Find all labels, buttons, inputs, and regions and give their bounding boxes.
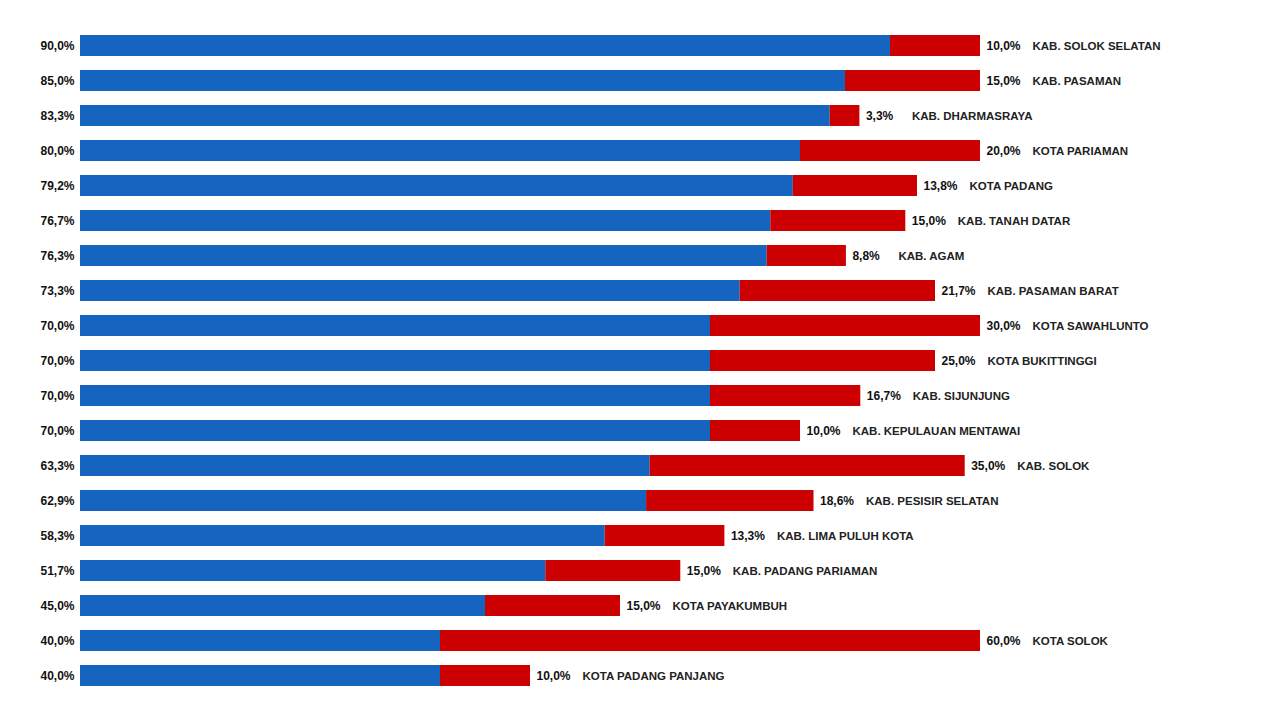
svg-text:25,0%: 25,0% bbox=[942, 354, 976, 368]
svg-text:KAB. LIMA PULUH KOTA: KAB. LIMA PULUH KOTA bbox=[777, 530, 914, 542]
svg-text:13,8%: 13,8% bbox=[924, 179, 958, 193]
svg-text:40,0%: 40,0% bbox=[40, 669, 74, 683]
svg-text:70,0%: 70,0% bbox=[40, 389, 74, 403]
svg-text:10,0%: 10,0% bbox=[537, 669, 571, 683]
svg-text:70,0%: 70,0% bbox=[40, 319, 74, 333]
svg-text:10,0%: 10,0% bbox=[987, 39, 1021, 53]
svg-text:KOTA PAYAKUMBUH: KOTA PAYAKUMBUH bbox=[673, 600, 788, 612]
svg-text:KAB. PESISIR SELATAN: KAB. PESISIR SELATAN bbox=[866, 495, 998, 507]
svg-text:KAB. TANAH DATAR: KAB. TANAH DATAR bbox=[958, 215, 1071, 227]
svg-text:45,0%: 45,0% bbox=[40, 599, 74, 613]
svg-text:20,0%: 20,0% bbox=[987, 144, 1021, 158]
svg-text:KOTA SAWAHLUNTO: KOTA SAWAHLUNTO bbox=[1033, 320, 1149, 332]
svg-text:76,7%: 76,7% bbox=[40, 214, 74, 228]
svg-text:15,0%: 15,0% bbox=[627, 599, 661, 613]
svg-text:KAB. DHARMASRAYA: KAB. DHARMASRAYA bbox=[912, 110, 1033, 122]
svg-text:21,7%: 21,7% bbox=[942, 284, 976, 298]
svg-text:15,0%: 15,0% bbox=[912, 214, 946, 228]
svg-text:KOTA PADANG: KOTA PADANG bbox=[970, 180, 1054, 192]
svg-text:KOTA SOLOK: KOTA SOLOK bbox=[1033, 635, 1109, 647]
svg-text:80,0%: 80,0% bbox=[40, 144, 74, 158]
svg-text:70,0%: 70,0% bbox=[40, 354, 74, 368]
svg-text:40,0%: 40,0% bbox=[40, 634, 74, 648]
svg-text:73,3%: 73,3% bbox=[40, 284, 74, 298]
svg-text:KAB. KEPULAUAN MENTAWAI: KAB. KEPULAUAN MENTAWAI bbox=[853, 425, 1021, 437]
svg-text:60,0%: 60,0% bbox=[987, 634, 1021, 648]
svg-text:13,3%: 13,3% bbox=[731, 529, 765, 543]
svg-text:63,3%: 63,3% bbox=[40, 459, 74, 473]
svg-text:KAB. PASAMAN: KAB. PASAMAN bbox=[1033, 75, 1122, 87]
svg-text:8,8%: 8,8% bbox=[852, 249, 880, 263]
svg-text:KOTA PADANG PANJANG: KOTA PADANG PANJANG bbox=[583, 670, 725, 682]
svg-text:30,0%: 30,0% bbox=[987, 319, 1021, 333]
svg-text:KOTA BUKITTINGGI: KOTA BUKITTINGGI bbox=[988, 355, 1097, 367]
svg-text:KOTA PARIAMAN: KOTA PARIAMAN bbox=[1033, 145, 1129, 157]
svg-text:10,0%: 10,0% bbox=[807, 424, 841, 438]
svg-text:90,0%: 90,0% bbox=[40, 39, 74, 53]
svg-text:70,0%: 70,0% bbox=[40, 424, 74, 438]
svg-text:58,3%: 58,3% bbox=[40, 529, 74, 543]
svg-text:83,3%: 83,3% bbox=[40, 109, 74, 123]
svg-text:51,7%: 51,7% bbox=[40, 564, 74, 578]
svg-text:KAB. AGAM: KAB. AGAM bbox=[898, 250, 964, 262]
svg-text:KAB. PADANG PARIAMAN: KAB. PADANG PARIAMAN bbox=[733, 565, 878, 577]
svg-text:18,6%: 18,6% bbox=[820, 494, 854, 508]
svg-text:79,2%: 79,2% bbox=[40, 179, 74, 193]
svg-text:KAB. SIJUNJUNG: KAB. SIJUNJUNG bbox=[913, 390, 1010, 402]
svg-text:76,3%: 76,3% bbox=[40, 249, 74, 263]
svg-text:KAB. SOLOK SELATAN: KAB. SOLOK SELATAN bbox=[1033, 40, 1161, 52]
svg-text:KAB. PASAMAN BARAT: KAB. PASAMAN BARAT bbox=[988, 285, 1119, 297]
svg-text:3,3%: 3,3% bbox=[866, 109, 894, 123]
svg-text:15,0%: 15,0% bbox=[987, 74, 1021, 88]
svg-text:15,0%: 15,0% bbox=[687, 564, 721, 578]
svg-text:62,9%: 62,9% bbox=[40, 494, 74, 508]
svg-text:16,7%: 16,7% bbox=[867, 389, 901, 403]
svg-text:35,0%: 35,0% bbox=[971, 459, 1005, 473]
svg-text:85,0%: 85,0% bbox=[40, 74, 74, 88]
svg-text:KAB. SOLOK: KAB. SOLOK bbox=[1017, 460, 1090, 472]
